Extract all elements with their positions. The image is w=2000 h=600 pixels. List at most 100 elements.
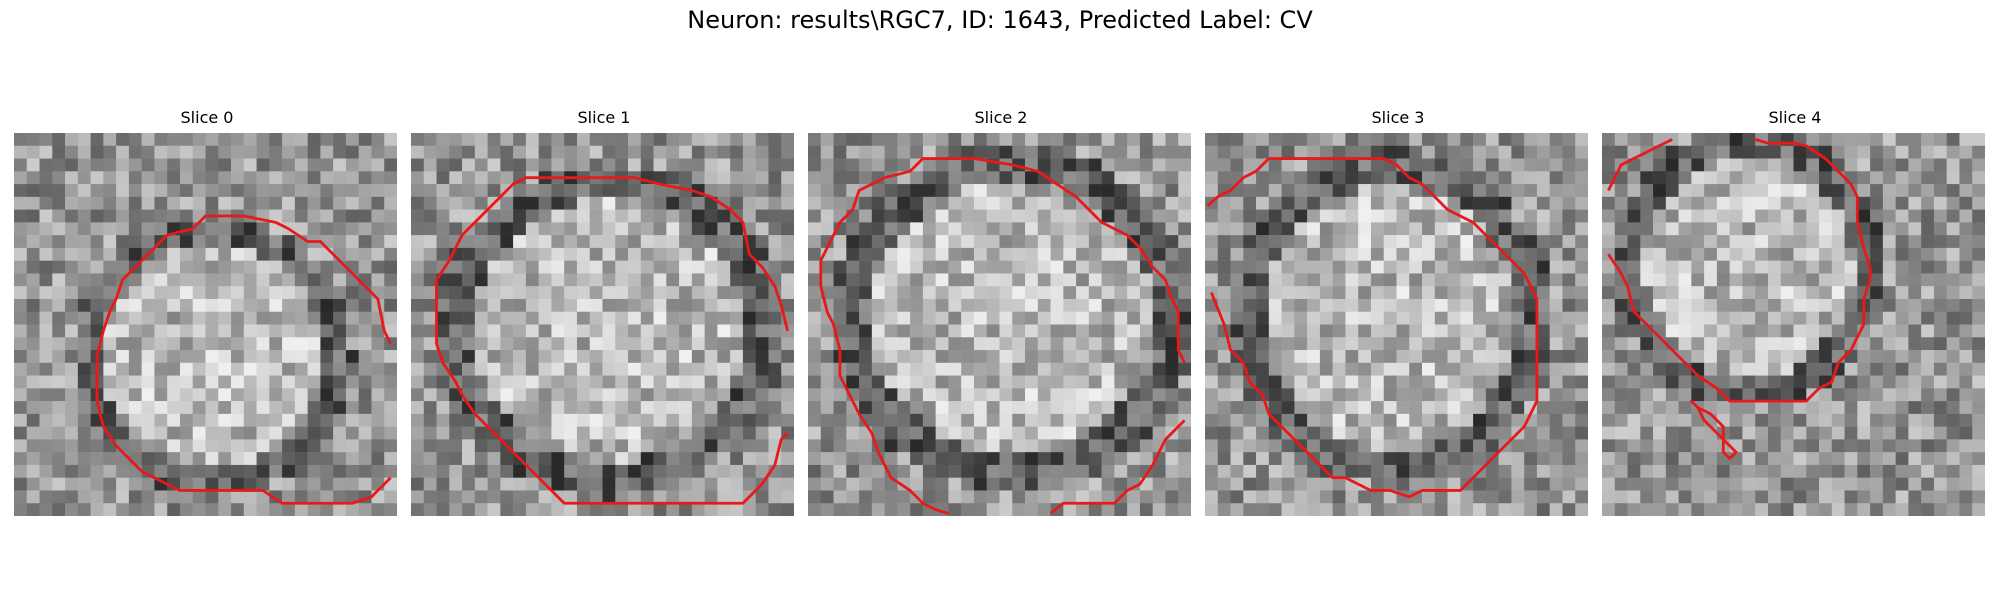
pixel — [103, 286, 117, 300]
pixel — [742, 311, 756, 325]
pixel — [205, 337, 219, 351]
pixel — [1396, 184, 1410, 198]
pixel — [371, 158, 385, 172]
pixel — [77, 209, 91, 223]
pixel — [691, 337, 705, 351]
pixel — [269, 311, 283, 325]
pixel — [1370, 324, 1384, 338]
pixel — [525, 298, 539, 312]
pixel — [1422, 388, 1436, 402]
pixel — [1178, 145, 1191, 159]
pixel — [615, 490, 629, 504]
pixel — [116, 477, 130, 491]
pixel — [986, 133, 1000, 147]
pixel — [1640, 184, 1654, 198]
pixel — [910, 452, 924, 466]
pixel — [500, 362, 514, 376]
pixel — [1831, 311, 1845, 325]
pixel — [1076, 350, 1090, 364]
pixel — [589, 464, 603, 478]
pixel — [589, 158, 603, 172]
pixel — [1921, 362, 1935, 376]
pixel — [1422, 311, 1436, 325]
pixel — [999, 324, 1013, 338]
pixel — [282, 298, 296, 312]
pixel — [1640, 337, 1654, 351]
pixel — [1716, 133, 1730, 147]
pixel — [1345, 439, 1359, 453]
pixel — [77, 375, 91, 389]
pixel — [384, 401, 397, 415]
pixel — [1665, 196, 1679, 210]
pixel — [576, 490, 590, 504]
pixel — [423, 490, 437, 504]
pixel — [1152, 337, 1166, 351]
pixel — [14, 286, 28, 300]
pixel — [116, 298, 130, 312]
pixel — [1025, 247, 1039, 261]
pixel — [487, 388, 501, 402]
pixel — [1217, 260, 1231, 274]
pixel — [256, 464, 270, 478]
pixel — [1434, 133, 1448, 147]
pixel — [1511, 350, 1525, 364]
pixel — [1012, 426, 1026, 440]
pixel — [500, 324, 514, 338]
pixel — [666, 235, 680, 249]
pixel — [1908, 133, 1922, 147]
pixel — [231, 133, 245, 147]
pixel — [704, 286, 718, 300]
pixel — [846, 286, 860, 300]
pixel — [679, 196, 693, 210]
pixel — [1946, 490, 1960, 504]
pixel — [1972, 324, 1985, 338]
pixel — [833, 426, 847, 440]
pixel — [1627, 324, 1641, 338]
pixel — [1793, 311, 1807, 325]
pixel — [128, 362, 142, 376]
pixel — [755, 196, 769, 210]
pixel — [345, 401, 359, 415]
pixel — [717, 439, 731, 453]
pixel — [615, 311, 629, 325]
pixel — [910, 401, 924, 415]
pixel — [1831, 298, 1845, 312]
pixel — [14, 375, 28, 389]
pixel — [1767, 452, 1781, 466]
pixel — [1678, 145, 1692, 159]
pixel — [742, 324, 756, 338]
pixel — [1524, 235, 1538, 249]
pixel — [103, 247, 117, 261]
pixel — [449, 209, 463, 223]
pixel — [846, 273, 860, 287]
pixel — [1473, 426, 1487, 440]
pixel — [513, 375, 527, 389]
pixel — [449, 464, 463, 478]
pixel — [26, 324, 40, 338]
pixel — [1742, 273, 1756, 287]
pixel — [1281, 503, 1295, 516]
pixel — [1434, 171, 1448, 185]
pixel — [1972, 452, 1985, 466]
pixel — [1358, 426, 1372, 440]
pixel — [1422, 324, 1436, 338]
pixel — [358, 247, 372, 261]
pixel — [691, 171, 705, 185]
pixel — [243, 260, 257, 274]
pixel — [1332, 375, 1346, 389]
pixel — [1959, 196, 1973, 210]
pixel — [1870, 337, 1884, 351]
pixel — [1460, 439, 1474, 453]
pixel — [1050, 222, 1064, 236]
pixel — [1396, 145, 1410, 159]
pixel — [1076, 375, 1090, 389]
pixel — [333, 426, 347, 440]
pixel — [679, 490, 693, 504]
pixel — [1908, 388, 1922, 402]
pixel — [615, 184, 629, 198]
pixel — [1076, 247, 1090, 261]
pixel — [564, 184, 578, 198]
pixel — [256, 413, 270, 427]
pixel — [1012, 439, 1026, 453]
pixel — [358, 503, 372, 516]
